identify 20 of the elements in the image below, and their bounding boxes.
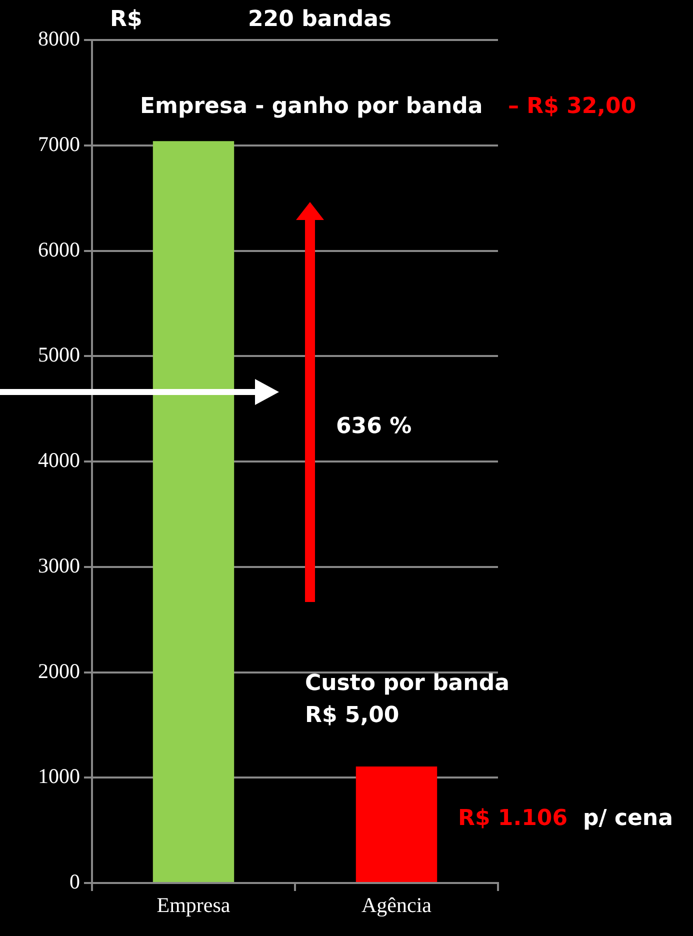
annotation: R$ 5,00 — [305, 703, 400, 728]
chart-title: 220 bandas — [248, 7, 392, 32]
text: p/ cena — [583, 806, 673, 831]
annotation: 636 % — [336, 414, 412, 439]
y-tick-label: 5000 — [38, 342, 80, 367]
y-tick-label: 7000 — [38, 132, 80, 156]
y-axis-title: R$ — [110, 7, 142, 32]
text: – R$ 32,00 — [508, 94, 636, 119]
y-tick-label: 3000 — [38, 553, 80, 578]
y-tick-label: 4000 — [38, 448, 80, 472]
y-tick-label: 0 — [70, 870, 80, 894]
annotation: R$ 1.106 — [458, 806, 568, 831]
x-tick-label: Agência — [362, 893, 432, 918]
y-tick-label: 1000 — [38, 764, 80, 788]
y-tick-label: 6000 — [38, 237, 80, 262]
x-tick-label: Empresa — [156, 893, 231, 918]
y-tick-label: 2000 — [38, 658, 80, 683]
annotation: Custo por banda — [305, 671, 510, 696]
y-tick-label: 8000 — [38, 26, 80, 51]
annotation: Empresa - ganho por banda — [140, 94, 483, 119]
